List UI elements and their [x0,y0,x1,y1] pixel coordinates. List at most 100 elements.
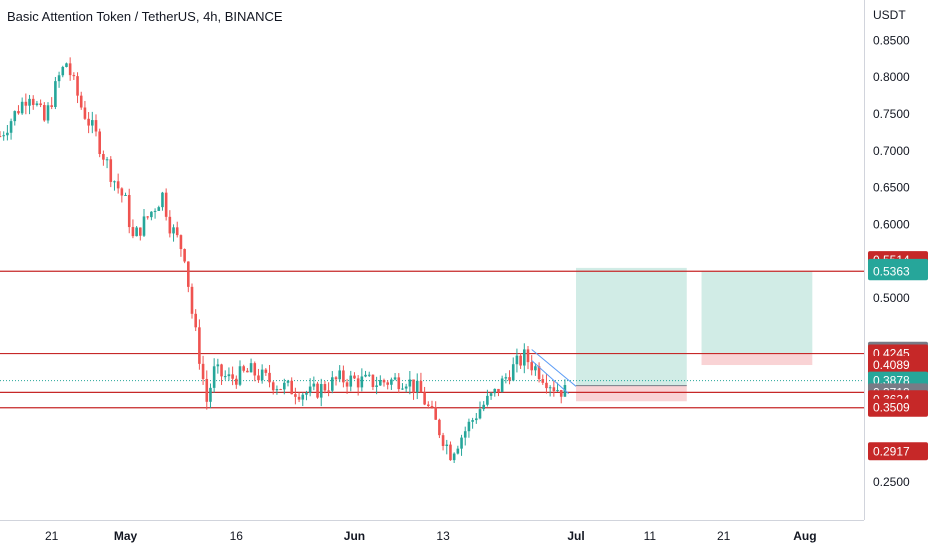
candle-body [164,192,168,217]
candle-body [312,383,316,387]
drawings [531,349,577,395]
candle-body [475,418,478,421]
price-tick-label: 0.8000 [873,70,910,84]
candle-body [76,76,79,96]
price-axis[interactable]: USDT 0.8500 0.8000 0.7500 0.7000 0.6500 0.6000… [864,0,932,550]
candle-body [408,379,412,387]
candle-body [401,388,404,390]
candle-body [246,370,249,373]
candle-body [463,431,467,438]
candle-body [205,378,209,402]
candle-body [386,382,389,385]
candle-body [17,111,20,114]
candle-body [534,366,537,371]
candle-body [319,384,323,398]
candle-body [371,374,375,387]
candle-body [271,382,275,391]
candle-body [264,369,268,373]
candle-body [526,349,530,363]
candle-body [523,349,526,366]
time-tick-label: 11 [644,529,657,543]
candle-body [28,98,31,106]
candle-body [390,379,393,385]
candle-body [20,101,24,114]
candle-body [238,366,242,385]
channel-lower-line [531,360,569,395]
position-zones [576,267,813,402]
price-badge [868,262,928,281]
candle-body [515,355,519,365]
level-lines [0,270,864,409]
candle-body [242,366,245,371]
candle-body [260,369,264,381]
candle-body [83,107,87,119]
candle-body [286,380,290,383]
candle-body [471,420,474,422]
candle-body [216,364,220,367]
price-badge-label: 0.4089 [873,358,910,372]
candle-body [541,379,545,383]
price-axis-unit: USDT [873,8,906,22]
time-tick-label: 21 [717,529,731,543]
candle-body [105,159,109,161]
candle-body [168,216,172,234]
candle-body [212,366,216,388]
candle-body [153,210,157,212]
price-tick-label: 0.7500 [873,107,910,121]
candle-body [253,363,257,376]
candle-body [146,216,149,218]
candle-body [511,364,515,381]
candle-body [113,181,116,183]
candle-body [102,154,105,160]
candle-body [98,131,101,155]
candle-body [456,448,460,454]
candle-body [127,195,131,228]
candle-body [275,389,279,391]
candle-body [382,380,386,383]
candle-body [367,374,371,376]
candle-body [412,379,415,393]
candle-body [279,389,282,391]
candle-body [519,355,522,366]
candle-body [342,370,345,383]
candle-body [504,377,508,379]
candle-body [449,444,452,461]
candle-body [308,386,312,393]
candle-body [334,377,338,380]
channel-upper-line [531,349,577,387]
candle-body [482,404,485,410]
price-badge [868,442,928,461]
candle-body [545,382,548,389]
candle-body [43,105,46,121]
candle-body [172,227,175,234]
candle-body [297,396,301,400]
candle-body [91,120,94,126]
candle-body [430,405,434,408]
time-axis[interactable]: 21 May 16 Jun 13 Jul 11 21 Aug [0,520,864,544]
candle-body [46,105,50,121]
candle-body [231,374,234,379]
candle-body [316,383,319,398]
candle-body [235,378,238,385]
candle-body [375,385,378,387]
candle-body [497,388,500,393]
candle-body [131,227,135,237]
candle-body [331,377,334,391]
candle-body [486,395,489,405]
time-tick-label: 21 [45,529,59,543]
price-tick-label: 0.7000 [873,144,910,158]
candle-body [6,132,9,136]
candle-body [379,380,382,386]
candle-body [427,404,430,406]
candle-body [283,382,286,390]
candle-body [404,386,408,389]
candle-body [161,192,164,208]
candle-body [353,375,356,379]
time-tick-label: Jul [567,529,584,543]
candle-body [57,75,61,82]
price-tick-label: 0.8500 [873,33,910,47]
profit-zone [576,267,687,386]
candle-body [72,75,76,77]
candle-body [142,216,146,236]
